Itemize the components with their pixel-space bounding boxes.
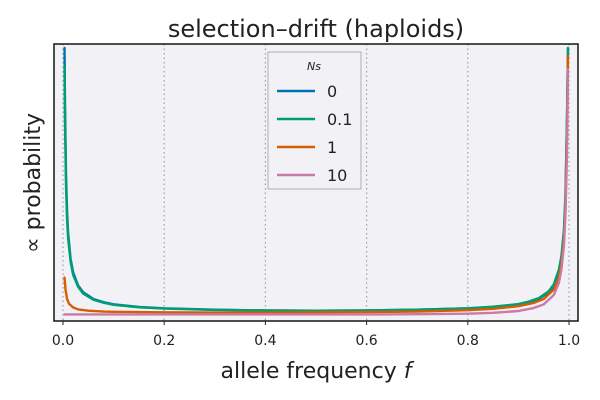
x-axis-label-text: allele frequency xyxy=(221,359,404,384)
vertical-gridlines xyxy=(62,44,570,321)
series-line-ns-0-1 xyxy=(63,46,570,312)
x-tick-label: 0.8 xyxy=(457,333,479,349)
legend-entries: 0 0.1 1 10 xyxy=(277,82,352,185)
legend-box xyxy=(267,51,362,190)
legend-label: 1 xyxy=(327,138,337,157)
chart-title: selection–drift (haploids) xyxy=(168,15,464,43)
legend-label: 0.1 xyxy=(327,110,352,129)
series-line-ns-10 xyxy=(63,68,570,316)
x-axis-variable: f xyxy=(404,359,415,384)
x-tick-label: 0.4 xyxy=(254,333,276,349)
series-lines xyxy=(63,46,570,316)
x-tick-label: 0.0 xyxy=(52,333,74,349)
x-tick-label: 0.6 xyxy=(355,333,377,349)
legend-label: 0 xyxy=(327,82,337,101)
plot-frame xyxy=(53,43,579,322)
x-axis-label: allele frequency f xyxy=(221,359,415,384)
x-tick-label: 0.2 xyxy=(153,333,175,349)
x-axis-ticks: 0.0 0.2 0.4 0.6 0.8 1.0 xyxy=(52,321,580,349)
legend: Ns 0 0.1 1 10 xyxy=(267,51,362,190)
x-tick-label: 1.0 xyxy=(558,333,580,349)
legend-label: 10 xyxy=(327,166,347,185)
y-axis-label: ∝ probability xyxy=(21,113,46,253)
legend-title: Ns xyxy=(307,60,321,73)
